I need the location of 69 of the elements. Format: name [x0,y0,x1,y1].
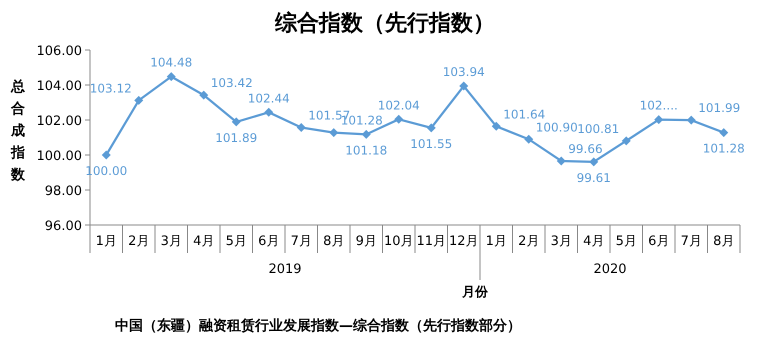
data-label: 103.12 [90,81,132,96]
chart-title: 综合指数（先行指数） [274,11,495,36]
point [492,122,501,131]
point [394,114,404,124]
text: 中国（东疆）融资租赁行业发展指数—综合指数（先行指数部分） [115,317,521,334]
data-label: 104.48 [150,56,192,70]
data-label: 102.44 [248,91,290,106]
data-label: 103.42 [210,76,253,90]
data-label: 101.18 [345,143,388,158]
point [232,117,241,126]
data-label: 101.55 [410,136,452,151]
x-tick-label: 3月 [160,234,182,249]
data-label: 101.99 [698,101,740,116]
point [166,72,176,82]
data-label: 101.64 [503,107,546,122]
x-tick-label: 4月 [193,234,214,249]
point [622,136,631,146]
x-tick-label: 5月 [226,234,247,249]
y-tick-label: 98.00 [44,184,82,199]
point [264,108,274,117]
text: 2020 [593,262,627,277]
data-label: 103.94 [442,65,485,80]
x-tick-label: 1月 [96,234,117,249]
point [296,123,306,132]
point [329,128,338,138]
y-tick-label: 102.00 [36,114,82,129]
x-tick-label: 6月 [648,234,670,249]
x-tick-label: 4月 [583,234,604,249]
x-tick-label: 8月 [713,234,734,249]
point [654,115,664,124]
point [102,150,111,160]
y-axis-title: 总合成指数 [10,79,26,183]
data-label: 102.... [640,98,678,113]
data-label: 102.04 [378,98,420,112]
point [556,156,566,166]
y-tick-label: 106.00 [36,44,82,59]
data-label: 100.81 [577,122,620,136]
point [459,82,468,91]
x-tick-label: 6月 [258,234,280,249]
x-tick-label: 7月 [680,234,702,249]
x-tick-label: 1月 [486,234,507,249]
y-tick-label: 96.00 [44,219,82,234]
x-tick-label: 2月 [128,234,150,249]
point [199,90,208,100]
data-label: 99.66 [568,142,603,156]
point [589,157,598,166]
data-label: 100.90 [536,120,578,134]
x-tick-label: 11月 [416,234,446,249]
x-tick-label: 12月 [448,234,479,249]
point [426,123,436,132]
data-label: 101.89 [215,130,258,145]
data-label: 101.28 [702,142,745,156]
point [719,128,728,138]
y-tick-label: 100.00 [36,149,82,164]
point [134,96,144,105]
x-tick-label: 2月 [518,234,540,249]
x-tick-label: 5月 [616,234,637,249]
x-tick-label: 10月 [384,234,414,249]
point [362,130,371,139]
text: 2019 [268,262,302,277]
x-tick-label: 9月 [356,234,377,249]
y-tick-label: 104.00 [36,79,82,94]
x-tick-label: 7月 [290,234,312,249]
x-tick-label: 8月 [323,234,344,249]
point [524,134,534,144]
x-tick-label: 3月 [550,234,572,249]
point [686,116,696,125]
data-label: 99.61 [576,170,611,185]
x-axis-title: 月份 [461,285,489,300]
